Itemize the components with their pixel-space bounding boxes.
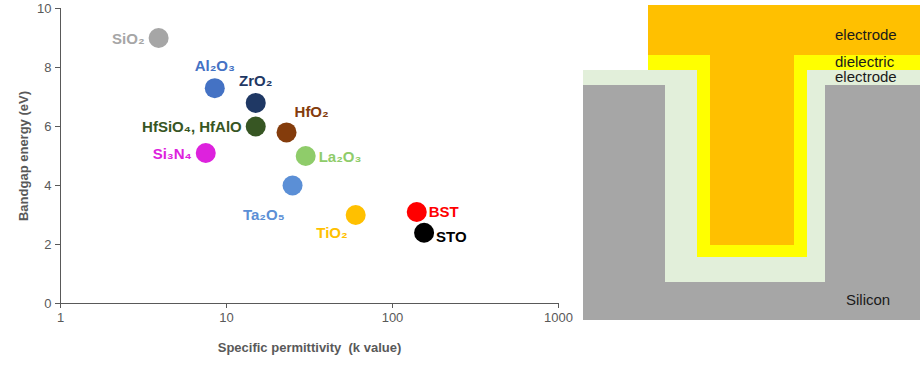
svg-text:Si₃N₄: Si₃N₄ (153, 145, 192, 162)
svg-text:electrode: electrode (835, 68, 897, 85)
svg-text:electrode: electrode (835, 26, 897, 43)
svg-text:Ta₂O₅: Ta₂O₅ (243, 206, 285, 223)
svg-text:Bandgap energy (eV): Bandgap energy (eV) (16, 91, 31, 221)
svg-text:4: 4 (44, 178, 51, 193)
svg-text:La₂O₃: La₂O₃ (319, 148, 362, 165)
svg-text:HfSiO₄, HfAlO: HfSiO₄, HfAlO (142, 118, 242, 135)
svg-text:BST: BST (429, 203, 459, 220)
svg-text:Al₂O₃: Al₂O₃ (195, 57, 235, 74)
svg-text:HfO₂: HfO₂ (295, 103, 329, 120)
svg-text:STO: STO (436, 228, 467, 245)
svg-text:dielectric: dielectric (835, 53, 895, 70)
svg-text:10: 10 (37, 1, 51, 16)
svg-text:100: 100 (382, 310, 404, 325)
svg-text:0: 0 (44, 296, 51, 311)
svg-text:ZrO₂: ZrO₂ (239, 72, 272, 89)
svg-text:Silicon: Silicon (846, 291, 890, 308)
svg-text:Specific permittivity (k valu: Specific permittivity (k value) (218, 340, 402, 355)
svg-text:TiO₂: TiO₂ (316, 224, 347, 241)
svg-text:8: 8 (44, 60, 51, 75)
svg-text:10: 10 (219, 310, 233, 325)
svg-text:1: 1 (57, 310, 64, 325)
svg-text:2: 2 (44, 237, 51, 252)
svg-text:6: 6 (44, 119, 51, 134)
svg-text:SiO₂: SiO₂ (112, 30, 145, 47)
svg-text:1000: 1000 (544, 310, 573, 325)
